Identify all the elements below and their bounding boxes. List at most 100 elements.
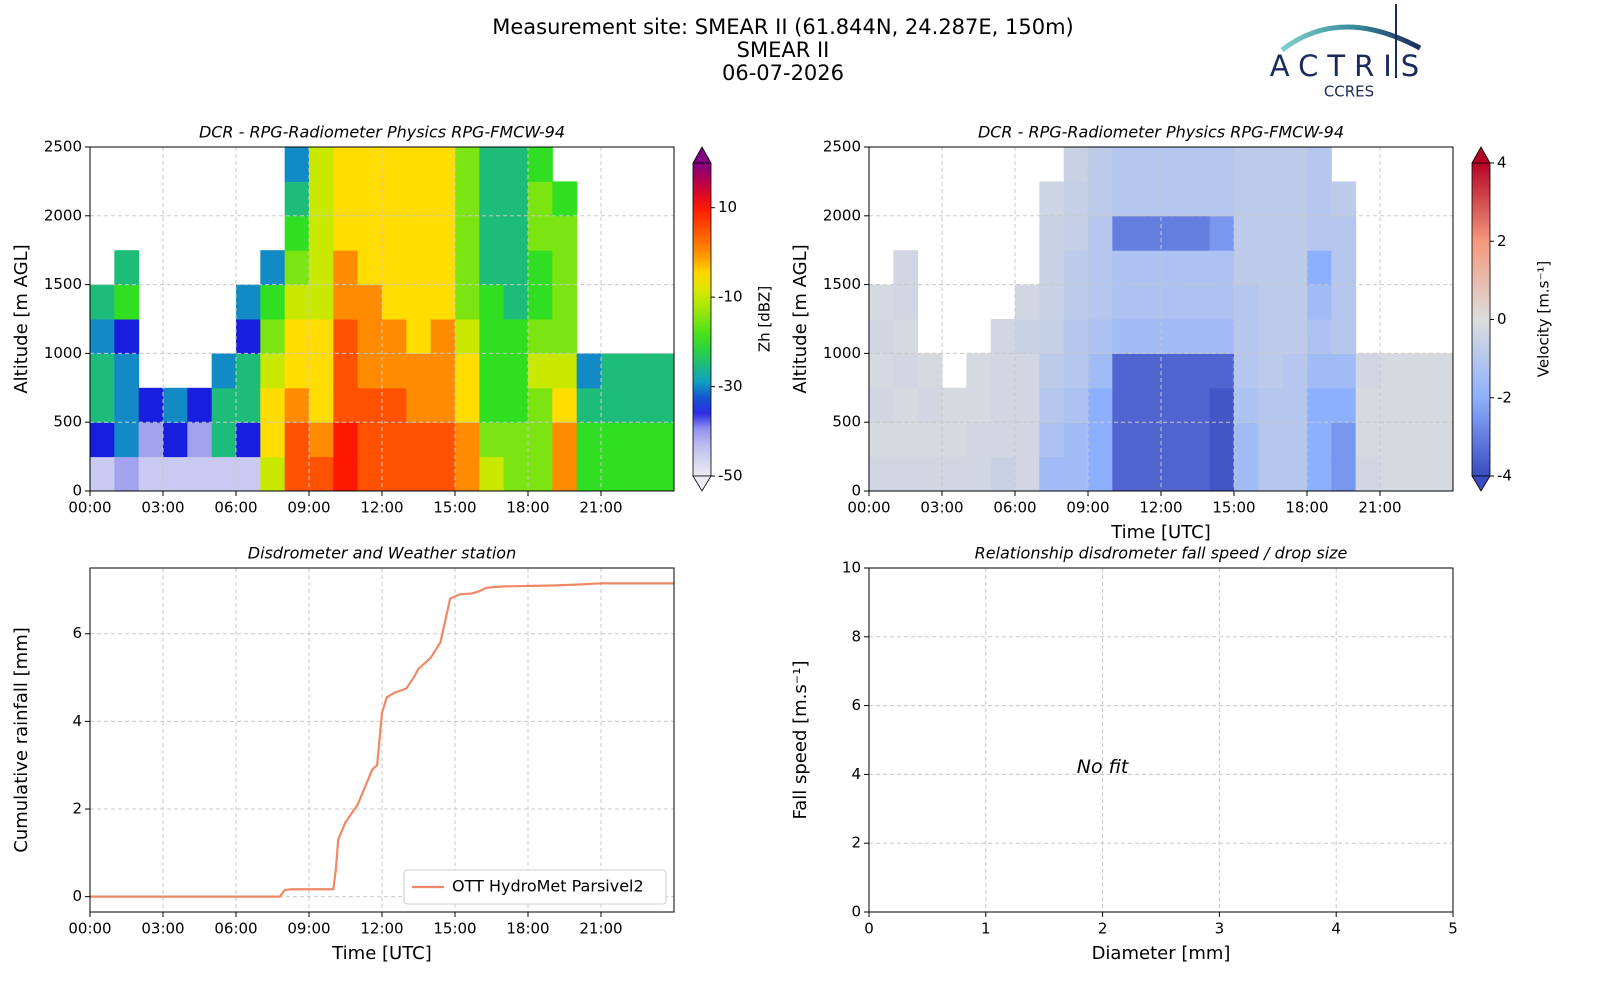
cell: [1380, 353, 1405, 389]
cell: [1282, 215, 1308, 251]
cell: [1209, 215, 1235, 251]
cell: [455, 353, 480, 389]
cell: [357, 456, 383, 492]
cell: [1015, 319, 1040, 354]
cell: [1088, 181, 1113, 217]
cell: [382, 181, 407, 217]
cell: [1015, 387, 1040, 423]
cell: [1136, 353, 1162, 389]
cell: [1380, 387, 1405, 423]
cell: [601, 353, 626, 389]
cell: [333, 422, 359, 458]
cell: [406, 456, 432, 492]
colorbar-extend: [692, 146, 712, 164]
x-tick-label: 3: [1215, 920, 1225, 938]
cell: [1161, 147, 1186, 182]
cell: [1088, 422, 1113, 458]
cell: [1185, 456, 1211, 492]
y-tick-label: 0: [72, 482, 82, 500]
cell: [333, 250, 359, 286]
cell: [1088, 215, 1113, 251]
colorbar-extend: [1471, 146, 1491, 164]
cell: [284, 422, 310, 458]
panel-title: Relationship disdrometer fall speed / dr…: [975, 544, 1348, 563]
cell: [1112, 319, 1138, 354]
cell: [382, 319, 407, 354]
cell: [1088, 147, 1113, 182]
cell: [1282, 284, 1308, 320]
cell: [479, 284, 505, 320]
cell: [1209, 353, 1235, 389]
cell: [869, 387, 894, 423]
cell: [1404, 456, 1430, 492]
cell: [552, 456, 578, 492]
cell: [1282, 250, 1308, 286]
cell: [114, 319, 140, 354]
x-tick-label: 4: [1331, 920, 1341, 938]
cell: [1209, 422, 1235, 458]
cell: [528, 387, 553, 423]
colorbar-tick-label: 0: [1497, 310, 1507, 328]
cell: [966, 456, 992, 492]
cell: [1209, 387, 1235, 423]
cell: [333, 147, 359, 182]
cell: [1112, 215, 1138, 251]
cell: [284, 319, 310, 354]
cell: [917, 353, 943, 389]
cell: [1136, 215, 1162, 251]
title-line: Measurement site: SMEAR II (61.844N, 24.…: [492, 15, 1074, 39]
y-tick-label: 4: [72, 712, 82, 730]
cell: [1185, 284, 1211, 320]
cell: [455, 250, 480, 286]
cell: [1282, 147, 1308, 182]
cell: [528, 147, 553, 182]
cell: [1234, 215, 1259, 251]
cell: [1088, 353, 1113, 389]
cell: [1088, 456, 1113, 492]
cell: [1161, 319, 1186, 354]
cell: [1428, 456, 1454, 492]
x-tick-label: 12:00: [360, 920, 403, 938]
cell: [333, 284, 359, 320]
y-axis-label: Cumulative rainfall [mm]: [11, 627, 32, 853]
x-tick-label: 21:00: [579, 920, 622, 938]
cell: [309, 422, 334, 458]
cell: [917, 422, 943, 458]
cell: [528, 422, 553, 458]
cell: [309, 250, 334, 286]
x-tick-label: 00:00: [847, 499, 890, 517]
cell: [430, 250, 456, 286]
cell: [211, 353, 237, 389]
cell: [357, 284, 383, 320]
legend-label: OTT HydroMet Parsivel2: [452, 877, 644, 896]
cell: [528, 181, 553, 217]
cell: [309, 353, 334, 389]
cell: [1380, 456, 1405, 492]
cell: [357, 422, 383, 458]
cell: [1258, 422, 1284, 458]
cell: [893, 456, 919, 492]
y-axis-label: Altitude [m AGL]: [11, 244, 32, 393]
y-tick-label: 500: [53, 413, 82, 431]
cell: [869, 422, 894, 458]
cell: [479, 387, 505, 423]
x-axis-label: Time [UTC]: [1110, 522, 1211, 543]
cell: [1063, 456, 1089, 492]
cell: [1307, 353, 1332, 389]
cell: [309, 147, 334, 182]
cell: [430, 319, 456, 354]
cell: [1136, 147, 1162, 182]
cell: [114, 353, 140, 389]
cell: [382, 387, 407, 423]
y-tick-label: 6: [72, 624, 82, 642]
cell: [430, 284, 456, 320]
colorbar-tick-label: 2: [1497, 232, 1507, 250]
cell: [260, 250, 286, 286]
cell: [1015, 353, 1040, 389]
colorbar-extend: [692, 475, 712, 492]
x-axis-label: Time [UTC]: [331, 943, 432, 964]
cell: [1209, 319, 1235, 354]
y-tick-label: 0: [851, 482, 861, 500]
cell: [1039, 456, 1065, 492]
